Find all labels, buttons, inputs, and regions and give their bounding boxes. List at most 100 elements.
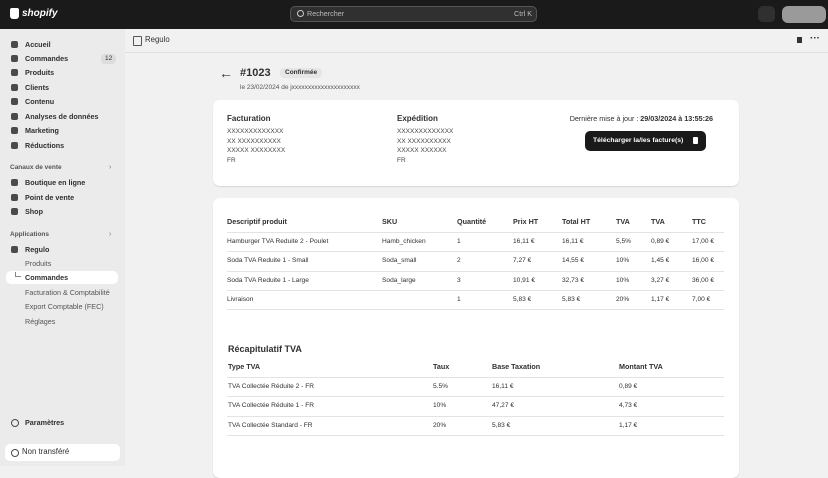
address-line: XXXXX XXXXXXXX bbox=[227, 147, 286, 154]
nav-item[interactable]: Shop bbox=[25, 207, 43, 216]
table-cell: 32,73 € bbox=[562, 276, 584, 284]
address-title: Expédition bbox=[397, 114, 438, 123]
table-cell: 0,89 € bbox=[619, 383, 638, 390]
address-card: Facturation XXXXXXXXXXXXX XX XXXXXXXXXX XXX… bbox=[213, 100, 739, 186]
table-cell: 4,73 € bbox=[619, 402, 638, 410]
nav-item[interactable]: Accueil bbox=[25, 40, 51, 49]
nav-subitem[interactable]: Export Comptable (FEC) bbox=[25, 302, 104, 311]
nav-icon bbox=[11, 113, 18, 120]
nav-item[interactable]: Commandes bbox=[25, 54, 69, 63]
pin[interactable] bbox=[797, 37, 802, 43]
row-divider bbox=[227, 270, 724, 272]
table-cell: 5,5% bbox=[616, 238, 632, 245]
table-cell: 1 bbox=[457, 295, 461, 303]
nav-badge: 12 bbox=[101, 54, 117, 64]
table-header: Taux bbox=[433, 362, 450, 371]
table-cell: 20% bbox=[616, 295, 630, 303]
table-cell: 7,00 € bbox=[692, 295, 711, 303]
last-update-label: Dernière mise à jour : bbox=[569, 114, 639, 123]
nav-item[interactable]: Réductions bbox=[25, 141, 65, 150]
download-button[interactable]: Télécharger la/les facture(s) bbox=[585, 131, 706, 151]
table-header: Descriptif produit bbox=[227, 217, 287, 226]
table-cell: 20% bbox=[433, 421, 447, 429]
table-cell: TVA Collectée Réduite 1 - FR bbox=[228, 402, 314, 410]
nav-item[interactable]: Clients bbox=[25, 83, 49, 92]
topbar: shopify Rechercher Ctrl K bbox=[0, 0, 828, 29]
table-cell: TVA Collectée Réduite 2 - FR bbox=[228, 383, 314, 390]
order-status: Confirmée bbox=[280, 68, 323, 78]
search-box[interactable]: Rechercher Ctrl K bbox=[290, 6, 537, 22]
order-date: le 23/02/2024 de jxxxxxxxxxxxxxxxxxxxxx bbox=[240, 84, 360, 91]
sidebar: Accueil Commandes 12 Produits Clients Contenu… bbox=[0, 29, 125, 466]
table-cell: Hamb_chicken bbox=[382, 238, 426, 245]
account[interactable] bbox=[782, 6, 826, 23]
logo: shopify bbox=[22, 8, 58, 19]
table-cell: 10% bbox=[616, 276, 630, 284]
nav-icon bbox=[11, 208, 18, 215]
nav-item[interactable]: Marketing bbox=[25, 126, 59, 135]
nav-subitem[interactable]: Réglages bbox=[25, 317, 56, 326]
notifications[interactable] bbox=[758, 6, 775, 22]
details-card: Descriptif produit SKU Quantité Prix HT Tota… bbox=[213, 198, 739, 478]
table-cell: 5.5% bbox=[433, 383, 449, 390]
nav-icon bbox=[11, 69, 18, 76]
settings-icon bbox=[11, 419, 19, 427]
nav-subitem[interactable]: Facturation & Comptabilité bbox=[25, 288, 110, 297]
logo-icon bbox=[10, 8, 19, 19]
status-box[interactable]: Non transféré bbox=[5, 444, 120, 461]
table-cell: 3 bbox=[457, 276, 461, 284]
table-cell: 1 bbox=[457, 238, 461, 245]
chevron: › bbox=[109, 231, 112, 238]
table-cell: 10,91 € bbox=[513, 276, 535, 284]
tree-line bbox=[15, 272, 21, 277]
order-number: #1023 bbox=[240, 67, 271, 79]
nav-item[interactable]: Analyses de données bbox=[25, 112, 99, 121]
nav-icon bbox=[11, 179, 18, 186]
address-line: FR bbox=[397, 156, 406, 164]
nav-item[interactable]: Point de vente bbox=[25, 193, 75, 202]
nav-item[interactable]: Boutique en ligne bbox=[25, 178, 86, 187]
table-cell: 7,27 € bbox=[513, 257, 532, 265]
table-cell: 16,11 € bbox=[513, 238, 535, 245]
table-cell: Hamburger TVA Reduite 2 - Poulet bbox=[227, 238, 329, 245]
table-cell: 16,00 € bbox=[692, 257, 714, 265]
nav-item[interactable]: Regulo bbox=[25, 245, 50, 254]
search-placeholder: Rechercher bbox=[307, 9, 345, 18]
nav-subitem[interactable]: Commandes bbox=[25, 273, 69, 282]
table-cell: 16,11 € bbox=[562, 238, 584, 245]
table-cell: Soda TVA Reduite 1 - Small bbox=[227, 257, 309, 265]
nav-item[interactable]: Paramètres bbox=[25, 418, 65, 427]
table-header: TVA bbox=[651, 217, 665, 226]
row-divider bbox=[227, 289, 724, 291]
table-cell: 10% bbox=[616, 257, 630, 265]
download-icon bbox=[693, 137, 698, 144]
status-text: Non transféré bbox=[22, 447, 70, 456]
nav-icon bbox=[11, 246, 18, 253]
table-cell: 3,27 € bbox=[651, 276, 670, 284]
more[interactable]: ··· bbox=[810, 33, 820, 44]
last-update: Dernière mise à jour : 29/03/2024 à 13:5… bbox=[570, 114, 713, 125]
row-divider bbox=[227, 377, 724, 378]
search-icon bbox=[297, 10, 304, 17]
table-header: Quantité bbox=[457, 217, 487, 226]
download-label: Télécharger la/les facture(s) bbox=[593, 137, 684, 144]
table-header: Base Taxation bbox=[492, 362, 541, 371]
address-line: XXXXX XXXXXX bbox=[397, 147, 447, 154]
table-header: SKU bbox=[382, 217, 398, 226]
table-cell: 17,00 € bbox=[692, 238, 714, 245]
back-arrow: ← bbox=[219, 65, 233, 81]
row-divider bbox=[227, 396, 724, 398]
nav-item[interactable]: Contenu bbox=[25, 97, 55, 106]
address-title: Facturation bbox=[227, 114, 271, 123]
row-divider bbox=[227, 435, 724, 436]
table-cell: 1,17 € bbox=[619, 421, 638, 429]
nav-item[interactable]: Produits bbox=[25, 68, 55, 77]
nav-icon bbox=[11, 84, 18, 91]
nav-subitem[interactable]: Produits bbox=[25, 259, 52, 268]
table-cell: 0,89 € bbox=[651, 238, 670, 245]
table-cell: 36,00 € bbox=[692, 276, 714, 284]
section-title: Récapitulatif TVA bbox=[228, 344, 302, 354]
selected-bg bbox=[6, 271, 118, 284]
table-header: Prix HT bbox=[513, 217, 539, 226]
table-cell: Livraison bbox=[227, 295, 254, 303]
